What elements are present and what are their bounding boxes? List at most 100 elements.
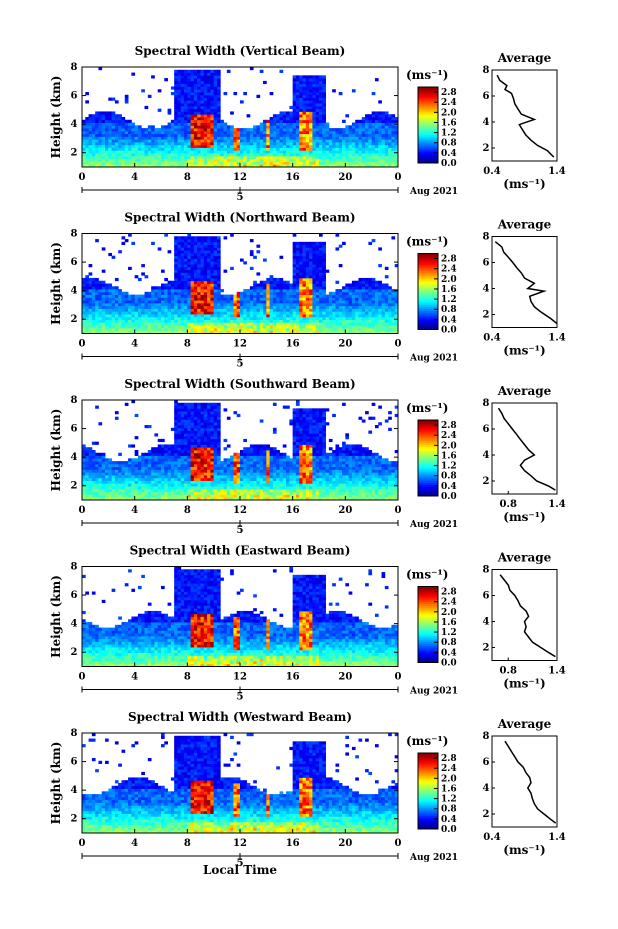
x-tick-label: 0 xyxy=(79,505,86,516)
colorbar-tick-label: 2.8 xyxy=(441,255,457,265)
x-tick-label: 8 xyxy=(184,672,191,683)
colorbar-tick-label: 1.6 xyxy=(441,118,457,128)
average-y-tick-label: 4 xyxy=(483,617,490,628)
colorbar-tick-label: 1.6 xyxy=(441,784,457,794)
average-x-tick-label: 0.4 xyxy=(483,333,500,344)
average-y-tick-label: 6 xyxy=(483,757,490,768)
x-tick-label: 0 xyxy=(395,505,402,516)
x-tick-label: 20 xyxy=(338,505,352,516)
x-tick-label: 20 xyxy=(338,672,352,683)
colorbar-unit: (ms⁻¹) xyxy=(406,68,448,82)
y-tick-label: 2 xyxy=(71,314,78,325)
average-profile: Average 2 4 6 8 0.4 1.4(ms⁻¹) xyxy=(483,717,566,857)
x-tick-label: 8 xyxy=(184,838,191,849)
average-title: Average xyxy=(497,218,552,232)
average-y-tick-label: 4 xyxy=(483,284,490,295)
average-unit: (ms⁻¹) xyxy=(503,344,545,358)
colorbar-tick-label: 0.8 xyxy=(441,472,457,482)
x-tick-label: 20 xyxy=(338,172,352,183)
average-y-tick-label: 4 xyxy=(483,783,490,794)
average-title: Average xyxy=(497,551,552,565)
colorbar-tick-label: 2.0 xyxy=(441,441,457,451)
colorbar-tick-label: 2.4 xyxy=(441,764,457,774)
colorbar-tick-label: 1.6 xyxy=(441,618,457,628)
average-frame xyxy=(491,569,558,661)
x-axis-label: Local Time xyxy=(203,863,277,877)
x-tick-label: 12 xyxy=(233,505,247,516)
average-x-tick-label: 1.4 xyxy=(548,333,565,344)
y-tick-label: 2 xyxy=(71,148,78,159)
average-frame xyxy=(491,69,558,162)
colorbar-tick-label: 1.2 xyxy=(441,795,457,805)
average-profile-line xyxy=(499,574,556,658)
colorbar xyxy=(417,752,439,830)
date-label: Aug 2021 xyxy=(409,853,458,863)
x-tick-label: 16 xyxy=(286,672,300,683)
average-title: Average xyxy=(497,51,552,65)
colorbar-frame xyxy=(417,253,439,330)
average-y-tick-label: 4 xyxy=(483,450,490,461)
x-tick-label: 20 xyxy=(338,339,352,350)
colorbar-unit: (ms⁻¹) xyxy=(406,235,448,249)
colorbar-tick-label: 0.8 xyxy=(441,305,457,315)
colorbar-tick-label: 0.0 xyxy=(441,825,457,835)
average-y-tick-label: 2 xyxy=(483,476,490,487)
x-tick-label: 0 xyxy=(395,172,402,183)
average-y-tick-label: 6 xyxy=(483,258,490,269)
x-tick-label: 0 xyxy=(79,672,86,683)
average-y-tick-label: 8 xyxy=(483,731,490,742)
colorbar-tick-label: 2.8 xyxy=(441,588,457,598)
average-x-tick-label: 0.8 xyxy=(500,666,517,677)
colorbar-tick-label: 2.0 xyxy=(441,608,457,618)
x-tick-label: 0 xyxy=(79,838,86,849)
heatmap-cells xyxy=(82,733,399,834)
x-tick-label: 0 xyxy=(395,339,402,350)
y-tick-label: 4 xyxy=(71,286,78,297)
colorbar-tick-label: 0.4 xyxy=(441,482,457,492)
x-tick-label: 12 xyxy=(233,838,247,849)
x-tick-label: 16 xyxy=(286,838,300,849)
date-marker: 5 xyxy=(237,525,244,536)
x-tick-label: 8 xyxy=(184,339,191,350)
x-tick-label: 0 xyxy=(395,672,402,683)
average-unit: (ms⁻¹) xyxy=(503,177,545,191)
colorbar-tick-label: 1.2 xyxy=(441,295,457,305)
colorbar-tick-label: 0.4 xyxy=(441,149,457,159)
panel-2: Spectral Width (Northward Beam) 2 4 6 8 Heigh… xyxy=(49,211,566,370)
colorbar xyxy=(417,86,439,164)
colorbar xyxy=(417,586,439,663)
colorbar-tick-label: 0.0 xyxy=(441,159,457,169)
average-x-tick-label: 0.4 xyxy=(483,166,500,177)
heatmap-cells xyxy=(82,400,399,501)
average-frame xyxy=(491,735,558,828)
average-x-tick-label: 1.4 xyxy=(548,666,565,677)
x-tick-label: 4 xyxy=(131,672,138,683)
panel-3: Spectral Width (Southward Beam) 2 4 6 8 Heigh… xyxy=(49,377,566,536)
x-tick-label: 12 xyxy=(233,672,247,683)
date-label: Aug 2021 xyxy=(409,520,458,530)
date-label: Aug 2021 xyxy=(409,187,458,197)
colorbar-tick-label: 2.0 xyxy=(441,275,457,285)
colorbar-frame xyxy=(417,586,439,663)
colorbar-tick-label: 0.0 xyxy=(441,492,457,502)
y-tick-label: 6 xyxy=(71,424,78,435)
average-frame xyxy=(491,402,558,495)
x-tick-label: 16 xyxy=(286,172,300,183)
colorbar xyxy=(417,419,439,497)
panel-5: Spectral Width (Westward Beam) 2 4 6 8 Height… xyxy=(49,710,566,869)
average-x-tick-label: 0.8 xyxy=(500,499,517,510)
x-tick-label: 0 xyxy=(79,339,86,350)
panel-4: Spectral Width (Eastward Beam) 2 4 6 8 Height… xyxy=(49,544,566,703)
y-tick-label: 6 xyxy=(71,757,78,768)
average-y-tick-label: 6 xyxy=(483,591,490,602)
x-tick-label: 0 xyxy=(79,172,86,183)
average-y-tick-label: 8 xyxy=(483,565,490,576)
average-x-tick-label: 1.4 xyxy=(548,499,565,510)
colorbar-tick-label: 1.2 xyxy=(441,462,457,472)
colorbar-tick-label: 1.2 xyxy=(441,129,457,139)
x-tick-label: 4 xyxy=(131,838,138,849)
average-profile-line xyxy=(496,74,555,158)
colorbar-tick-label: 0.0 xyxy=(441,326,457,336)
colorbar-tick-label: 2.8 xyxy=(441,754,457,764)
